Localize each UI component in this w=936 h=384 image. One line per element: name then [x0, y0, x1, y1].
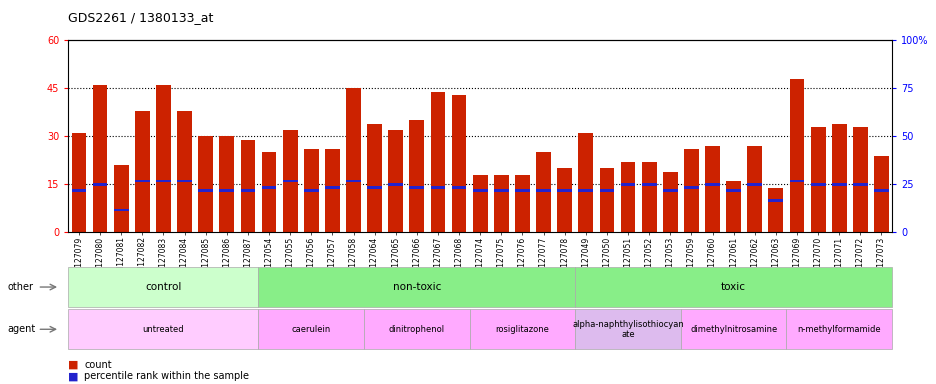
Bar [873, 156, 888, 232]
Bar [599, 168, 614, 232]
Bar [177, 111, 192, 232]
Text: n-methylformamide: n-methylformamide [797, 325, 880, 334]
Bar [725, 181, 740, 232]
Bar [662, 172, 677, 232]
Bar [388, 183, 402, 185]
Bar [620, 183, 635, 185]
Bar [831, 183, 846, 185]
Text: rosiglitazone: rosiglitazone [495, 325, 548, 334]
Bar [367, 186, 382, 189]
Bar [789, 180, 803, 182]
Bar [71, 189, 86, 192]
Bar [451, 186, 466, 189]
Bar [198, 136, 212, 232]
Bar [535, 189, 550, 192]
Bar [219, 136, 234, 232]
Bar [493, 175, 508, 232]
Bar [747, 183, 761, 185]
Bar [345, 88, 360, 232]
Text: ■: ■ [68, 371, 79, 381]
Bar [261, 186, 276, 189]
Bar [409, 186, 424, 189]
Bar [325, 186, 340, 189]
Bar [705, 146, 719, 232]
Bar [71, 133, 86, 232]
Bar [241, 189, 255, 192]
Bar [198, 189, 212, 192]
Bar [725, 189, 740, 192]
Bar [557, 168, 572, 232]
Text: count: count [84, 360, 111, 370]
Bar [683, 149, 698, 232]
Text: non-toxic: non-toxic [392, 282, 441, 292]
Text: toxic: toxic [721, 282, 745, 292]
Text: ■: ■ [68, 360, 79, 370]
Bar [219, 189, 234, 192]
Text: control: control [145, 282, 182, 292]
Bar [515, 175, 529, 232]
Bar [431, 91, 445, 232]
Text: GDS2261 / 1380133_at: GDS2261 / 1380133_at [68, 12, 213, 25]
Bar [135, 180, 150, 182]
Bar [493, 189, 508, 192]
Bar [620, 162, 635, 232]
Text: dimethylnitrosamine: dimethylnitrosamine [689, 325, 777, 334]
Bar [367, 124, 382, 232]
Bar [578, 133, 592, 232]
Bar [535, 152, 550, 232]
Bar [113, 165, 128, 232]
Bar [515, 189, 529, 192]
Bar [557, 189, 572, 192]
Bar [789, 79, 803, 232]
Text: agent: agent [7, 324, 36, 334]
Bar [451, 95, 466, 232]
Bar [431, 186, 445, 189]
Bar [93, 183, 108, 185]
Bar [156, 85, 170, 232]
Bar [768, 199, 782, 202]
Text: dinitrophenol: dinitrophenol [388, 325, 445, 334]
Bar [578, 189, 592, 192]
Text: untreated: untreated [142, 325, 184, 334]
Bar [303, 189, 318, 192]
Text: other: other [7, 282, 34, 292]
Bar [135, 111, 150, 232]
Bar [873, 189, 888, 192]
Bar [93, 85, 108, 232]
Bar [852, 127, 867, 232]
Bar [325, 149, 340, 232]
Bar [283, 130, 298, 232]
Text: percentile rank within the sample: percentile rank within the sample [84, 371, 249, 381]
Text: caerulein: caerulein [291, 325, 330, 334]
Bar [345, 180, 360, 182]
Bar [388, 130, 402, 232]
Bar [177, 180, 192, 182]
Bar [599, 189, 614, 192]
Bar [473, 175, 487, 232]
Bar [810, 183, 825, 185]
Bar [283, 180, 298, 182]
Bar [662, 189, 677, 192]
Bar [683, 186, 698, 189]
Bar [241, 139, 255, 232]
Text: alpha-naphthylisothiocyan
ate: alpha-naphthylisothiocyan ate [572, 319, 683, 339]
Bar [768, 187, 782, 232]
Bar [810, 127, 825, 232]
Bar [747, 146, 761, 232]
Bar [831, 124, 846, 232]
Bar [852, 183, 867, 185]
Bar [473, 189, 487, 192]
Bar [705, 183, 719, 185]
Bar [409, 120, 424, 232]
Bar [113, 209, 128, 211]
Bar [303, 149, 318, 232]
Bar [156, 180, 170, 182]
Bar [641, 183, 656, 185]
Bar [641, 162, 656, 232]
Bar [261, 152, 276, 232]
